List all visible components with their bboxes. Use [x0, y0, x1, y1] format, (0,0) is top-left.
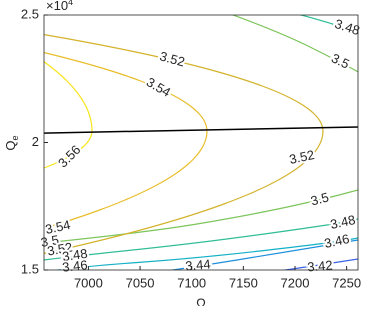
y-axis-label-main: Q: [3, 140, 18, 150]
contour-line: [281, 258, 358, 270]
y-multiplier-base: ×10: [46, 0, 68, 13]
x-tick-label: 7200: [281, 275, 310, 290]
contour-label: 3.52: [288, 147, 316, 167]
contour-label: 3.44: [185, 256, 212, 273]
contour-label: 3.52: [46, 239, 74, 258]
contour-label: 3.46: [62, 257, 89, 275]
contour-line: [44, 218, 358, 261]
y-multiplier: ×104: [46, 0, 73, 13]
contour-line: [44, 60, 93, 169]
x-tick-label: 7050: [126, 275, 155, 290]
y-tick-label: 2: [32, 134, 39, 149]
plot-area: [44, 15, 358, 270]
contour-label: 3.5: [309, 189, 330, 208]
x-tick-label: 7000: [74, 275, 103, 290]
x-axis-label: Ω: [196, 295, 206, 306]
contour-label: 3.5: [329, 50, 352, 71]
contour-label: 3.46: [323, 231, 351, 251]
axes-box: [43, 14, 359, 271]
contour-label: 3.48: [329, 212, 357, 232]
x-tick-label: 7100: [177, 275, 206, 290]
contour-line: [44, 51, 208, 229]
boundary-line: [44, 126, 358, 134]
x-tick-label: 7150: [229, 275, 258, 290]
y-axis-label: Qe: [3, 135, 20, 150]
y-tick-label: 2.5: [21, 6, 39, 21]
contour-label: 3.48: [333, 16, 362, 38]
y-multiplier-exponent: 4: [68, 0, 73, 7]
contour-line: [53, 237, 358, 270]
y-axis-label-sub: e: [10, 135, 20, 140]
contour-line: [231, 15, 358, 73]
contour-label: 3.52: [158, 48, 186, 69]
y-tick-label: 1.5: [21, 261, 39, 276]
contour-line: [44, 33, 324, 255]
contour-line: [44, 189, 358, 244]
contour-labels: 3.483.53.523.543.56 3.523.53.483.463.543.…: [38, 14, 364, 277]
contour-line: [298, 15, 358, 35]
contour-label: 3.48: [61, 246, 88, 264]
x-tick-label: 7250: [332, 275, 361, 290]
contour-label: 3.42: [307, 257, 334, 274]
contour-line: [169, 239, 358, 270]
contour-label: 3.54: [144, 74, 173, 100]
contour-label: 3.56: [55, 142, 84, 171]
